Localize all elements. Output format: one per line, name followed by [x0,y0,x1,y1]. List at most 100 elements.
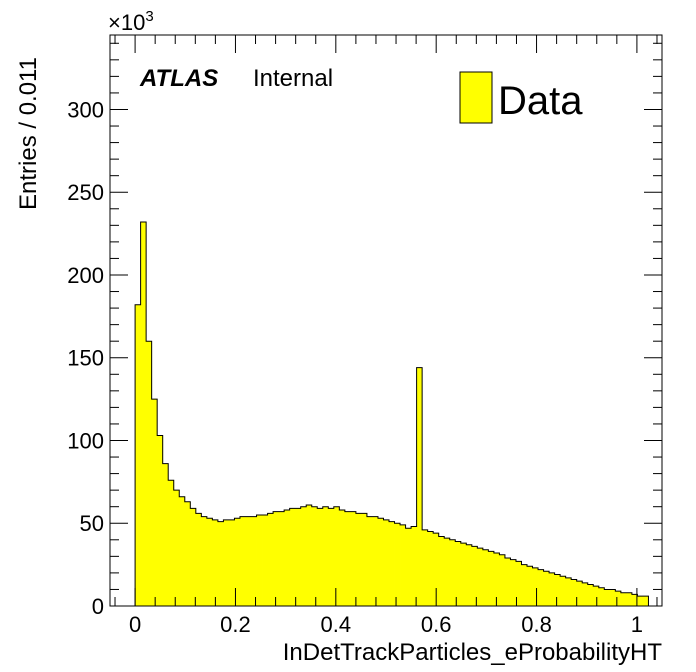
histogram-bar [637,596,644,606]
x-tick-label: 1 [631,612,643,637]
histogram-bar [499,554,506,606]
histogram-bar [383,519,390,606]
histogram-bar [273,511,280,606]
histogram-bar [190,508,197,606]
histogram-bar [300,506,307,606]
histogram-bar [620,592,627,606]
histogram-bar [411,526,418,606]
histogram-bar [377,518,384,606]
histogram-outline [129,221,649,607]
histogram-bar [251,516,257,606]
histogram-bar [344,511,351,606]
legend-entry-data: Data [498,79,583,123]
histogram-bar [239,516,246,606]
histogram-bar [444,538,451,606]
y-tick-label: 200 [67,263,104,288]
histogram-bar [140,222,147,606]
legend: Data [459,71,583,124]
histogram-bar [543,571,550,606]
x-tick-label: 0.4 [321,612,352,637]
histogram-bar [135,304,142,606]
histogram-bar [146,341,153,606]
x-tick-label: 0.8 [521,612,552,637]
histogram-bar [510,559,517,606]
histogram-bar [389,521,395,606]
histogram-bar [256,514,263,606]
y-tick-label: 100 [67,428,104,453]
histogram-bar [311,506,318,606]
y-tick-label: 150 [67,346,104,371]
histogram-bar [626,592,633,606]
histogram-bar [284,510,291,606]
histogram-bar [587,584,594,606]
y-multiplier: ×103 [108,8,154,35]
histogram-bar [471,546,478,606]
histogram-bar [488,551,495,606]
histogram-bar [449,539,456,606]
histogram-bar [455,541,462,606]
histogram-bar [460,543,467,606]
y-multiplier-exponent: 3 [145,8,153,25]
histogram-bar [317,508,324,606]
histogram-bar [560,576,567,606]
histogram-bar [549,572,556,606]
histogram-bar [212,519,219,606]
histogram-bar [609,589,616,606]
histogram-bar [565,577,572,606]
y-axis-label: Entries / 0.011 [15,57,42,210]
histogram-bar [598,587,605,606]
histogram-bar [234,518,241,606]
histogram-bar [157,435,164,606]
histogram-bar [201,516,208,606]
histogram-bar [515,561,522,606]
histogram-bar [245,516,252,606]
histogram-bar [289,508,296,606]
histogram-bar [322,506,329,606]
histogram-bar [151,399,158,606]
histogram-bar [306,505,313,606]
histogram-bar [355,513,362,606]
y-tick-label: 300 [67,97,104,122]
axis-ticks [110,35,662,607]
internal-label: Internal [253,65,333,92]
histogram-bar [427,531,434,606]
histogram-bar [571,579,578,606]
histogram-bar [168,480,175,606]
histogram-bar [433,533,440,606]
histogram-bar [372,516,379,606]
histogram-bar [631,594,638,606]
histogram-bar [438,536,445,606]
histogram-bar [642,596,649,606]
histogram-bar [262,514,268,606]
histogram-bar [228,519,235,606]
histogram-bar [400,524,406,606]
histogram-bars [135,222,649,606]
histogram-bar [223,519,230,606]
histogram-bar [615,591,622,606]
histogram-bar [593,586,600,606]
histogram-bar [333,506,340,606]
legend-swatch [459,71,493,124]
histogram-bar [504,558,511,606]
histogram-bar [521,564,528,606]
histogram-bar [554,574,561,606]
histogram-bar [195,513,202,606]
x-tick-label: 0.2 [220,612,251,637]
histogram-bar [394,523,401,606]
histogram-bar [538,569,544,606]
y-tick-label: 0 [92,594,104,619]
histogram-bar [295,508,302,606]
histogram-bar [278,511,285,606]
y-tick-label: 50 [80,511,104,536]
x-tick-label: 0.6 [421,612,452,637]
histogram-bar [267,513,274,606]
histogram-bar [179,496,186,606]
histogram-bar [493,553,500,606]
histogram-bar [217,521,224,606]
x-axis-label: InDetTrackParticles_eProbabilityHT [283,639,663,666]
histogram-bar [527,566,533,606]
histogram-bar [173,490,180,606]
histogram-bar [405,528,412,606]
histogram-bar [477,548,484,606]
